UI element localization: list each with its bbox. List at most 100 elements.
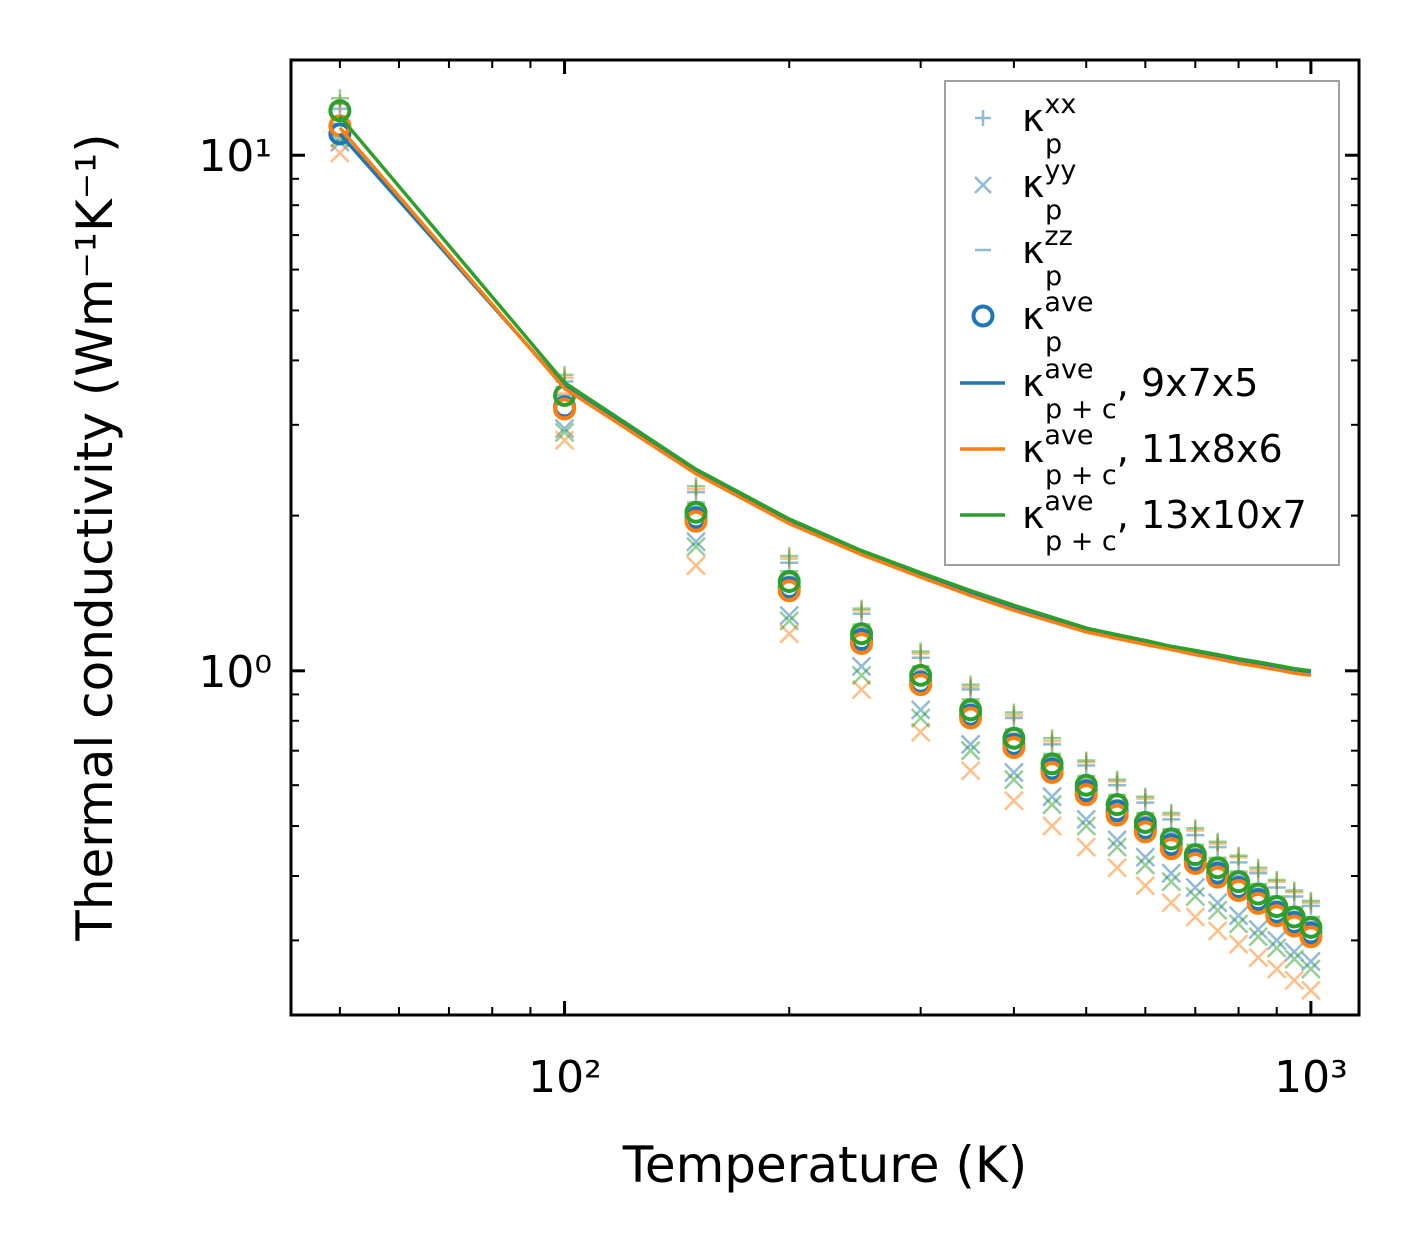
point-kappa-yy xyxy=(1004,762,1024,783)
point-kappa-yy xyxy=(1207,892,1228,913)
point-kappa-yy xyxy=(910,699,931,720)
point-kappa-xx xyxy=(852,599,871,618)
point-kappa-xx xyxy=(1186,819,1205,838)
point-kappa-ave xyxy=(1299,925,1323,949)
point-kappa-yy xyxy=(554,430,575,451)
point-kappa-yy xyxy=(1207,900,1228,921)
point-kappa-ave xyxy=(1074,773,1098,797)
point-kappa-yy xyxy=(1248,919,1269,940)
legend-label-kappa-ave: κave p xyxy=(1022,287,1094,358)
point-kappa-xx xyxy=(911,642,930,661)
point-kappa-yy xyxy=(960,740,981,761)
y-tick-label-1: 10⁰ xyxy=(198,647,272,698)
point-kappa-ave xyxy=(1246,882,1270,906)
point-kappa-yy xyxy=(1301,951,1321,972)
point-kappa-yy xyxy=(1301,980,1321,1001)
point-kappa-yy xyxy=(851,665,872,686)
point-kappa-yy xyxy=(1161,863,1182,884)
point-kappa-yy xyxy=(1004,769,1024,790)
point-kappa-yy xyxy=(851,679,872,700)
point-kappa-yy xyxy=(779,605,800,626)
point-kappa-ave xyxy=(1282,914,1306,938)
point-kappa-yy xyxy=(1266,938,1287,958)
point-kappa-xx xyxy=(1108,770,1127,789)
point-kappa-ave xyxy=(1183,851,1207,875)
x-tick-label-100: 10² xyxy=(528,1052,602,1103)
point-kappa-yy xyxy=(1266,959,1287,979)
legend-label-pc-9x7x5: κave p + c, 9x7x5 xyxy=(1022,354,1258,425)
point-kappa-yy xyxy=(1135,855,1156,875)
point-kappa-ave xyxy=(1105,793,1129,817)
point-kappa-yy xyxy=(1248,926,1269,947)
point-kappa-ave xyxy=(909,673,933,697)
point-kappa-yy xyxy=(1284,970,1305,991)
line-kappa-pc-ave-13x10x7 xyxy=(338,115,1312,673)
point-kappa-xx xyxy=(1208,832,1227,851)
point-kappa-yy xyxy=(554,422,575,443)
point-kappa-ave xyxy=(1227,870,1251,894)
point-kappa-yy xyxy=(1228,934,1249,955)
y-axis-label: Thermal conductivity (Wm⁻¹K⁻¹) xyxy=(66,133,124,941)
point-kappa-ave xyxy=(777,579,801,603)
point-kappa-xx xyxy=(1162,803,1181,822)
legend-label-kappa-yy: κyy p xyxy=(1022,155,1076,226)
point-kappa-xx xyxy=(1301,891,1320,910)
point-kappa-ave xyxy=(553,397,577,421)
legend: κxx p κyy p κzz p κave p κave p + c, 9x7x5 κa… xyxy=(944,80,1340,566)
point-kappa-yy xyxy=(1301,959,1321,979)
point-kappa-yy xyxy=(1076,816,1097,836)
point-kappa-yy xyxy=(960,734,981,755)
data-marks xyxy=(328,89,1323,1001)
point-kappa-ave xyxy=(328,99,352,123)
point-kappa-xx xyxy=(686,477,705,496)
point-kappa-yy xyxy=(1266,930,1287,951)
point-kappa-ave xyxy=(909,663,933,687)
point-kappa-yy xyxy=(910,722,931,743)
point-kappa-yy xyxy=(1107,857,1128,878)
legend-label-pc-13x10x7: κave p + c, 13x10x7 xyxy=(1022,486,1307,557)
point-kappa-ave xyxy=(1105,803,1129,827)
legend-box xyxy=(944,80,1340,566)
line-kappa-pc-ave-11x8x6 xyxy=(338,126,1312,678)
point-kappa-ave xyxy=(1299,915,1323,939)
point-kappa-yy xyxy=(1076,809,1097,830)
legend-label-pc-11x8x6: κave p + c, 11x8x6 xyxy=(1022,420,1283,491)
point-kappa-ave xyxy=(1002,736,1026,760)
point-kappa-ave xyxy=(1159,837,1183,861)
x-axis-label: Temperature (K) xyxy=(622,1136,1027,1194)
point-kappa-ave xyxy=(1183,843,1207,867)
point-kappa-yy xyxy=(1228,913,1249,934)
point-kappa-yy xyxy=(1228,905,1249,926)
point-kappa-yy xyxy=(1161,871,1182,892)
point-kappa-ave xyxy=(1074,783,1098,807)
point-kappa-ave xyxy=(1133,820,1157,844)
point-kappa-yy xyxy=(1042,794,1062,815)
point-kappa-yy xyxy=(1161,892,1182,913)
point-kappa-xx xyxy=(1249,858,1268,877)
point-kappa-yy xyxy=(1284,949,1305,969)
point-kappa-yy xyxy=(1284,942,1305,962)
point-kappa-ave xyxy=(959,698,983,722)
point-kappa-yy xyxy=(330,143,350,163)
point-kappa-yy xyxy=(1185,877,1206,898)
point-kappa-ave xyxy=(1265,895,1289,919)
point-kappa-yy xyxy=(1135,875,1156,896)
point-kappa-ave xyxy=(684,509,708,533)
point-kappa-yy xyxy=(1185,907,1206,927)
x-tick-label-1000: 10³ xyxy=(1274,1052,1348,1103)
point-kappa-yy xyxy=(1185,886,1206,907)
series-group-13x10x7 xyxy=(330,89,1321,979)
point-kappa-yy xyxy=(1107,837,1128,858)
point-kappa-yy xyxy=(1042,786,1062,807)
point-kappa-ave xyxy=(777,570,801,594)
point-kappa-xx xyxy=(1285,881,1304,900)
point-kappa-xx xyxy=(780,546,799,565)
point-kappa-yy xyxy=(960,760,981,781)
point-kappa-yy xyxy=(1042,816,1062,836)
point-kappa-yy xyxy=(1135,847,1156,868)
point-kappa-yy xyxy=(686,555,706,576)
point-kappa-ave xyxy=(1133,810,1157,834)
point-kappa-xx xyxy=(1077,751,1096,770)
point-kappa-yy xyxy=(1076,837,1097,858)
